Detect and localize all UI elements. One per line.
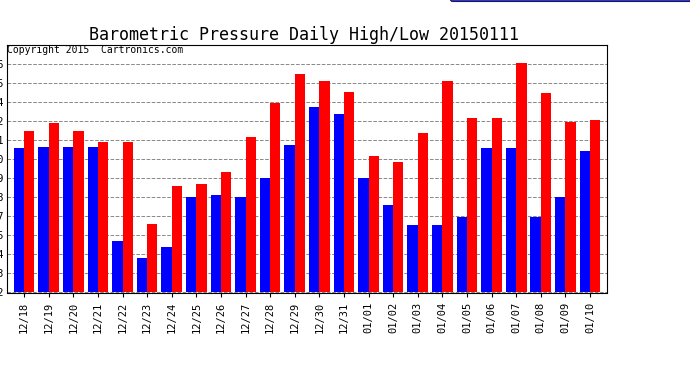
Bar [88,147,98,292]
Bar [270,103,280,292]
Bar [368,156,379,292]
Bar [442,81,453,292]
Bar [417,132,428,292]
Bar [358,178,368,292]
Bar [260,178,270,292]
Bar [147,224,157,292]
Bar [186,197,197,292]
Bar [383,205,393,292]
Bar [565,122,575,292]
Text: Barometric Pressure Daily High/Low 20150111: Barometric Pressure Daily High/Low 20150… [88,26,519,44]
Bar [73,131,83,292]
Bar [137,258,147,292]
Bar [295,74,305,292]
Bar [98,142,108,292]
Bar [334,114,344,292]
Bar [49,123,59,292]
Bar [309,107,319,292]
Bar [172,186,182,292]
Text: Copyright 2015  Cartronics.com: Copyright 2015 Cartronics.com [7,45,183,55]
Bar [235,197,246,292]
Bar [197,184,207,292]
Bar [221,172,231,292]
Bar [516,63,526,292]
Bar [161,247,172,292]
Bar [541,93,551,292]
Bar [246,137,256,292]
Bar [344,92,354,292]
Bar [467,118,477,292]
Bar [319,81,330,292]
Legend: Low  (Inches/Hg), High  (Inches/Hg): Low (Inches/Hg), High (Inches/Hg) [451,0,690,1]
Bar [112,241,123,292]
Bar [590,120,600,292]
Bar [63,147,73,292]
Bar [506,148,516,292]
Bar [481,148,491,292]
Bar [39,147,49,292]
Bar [407,225,417,292]
Bar [24,131,34,292]
Bar [14,148,24,292]
Bar [210,195,221,292]
Bar [491,118,502,292]
Bar [284,145,295,292]
Bar [555,197,565,292]
Bar [123,142,133,292]
Bar [531,217,541,292]
Bar [432,225,442,292]
Bar [457,217,467,292]
Bar [580,152,590,292]
Bar [393,162,404,292]
